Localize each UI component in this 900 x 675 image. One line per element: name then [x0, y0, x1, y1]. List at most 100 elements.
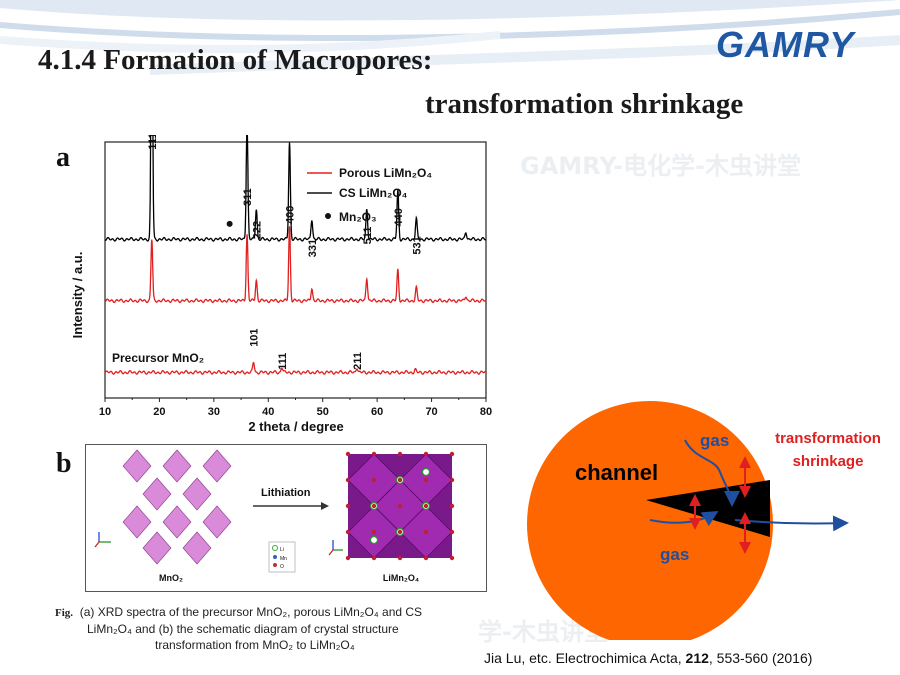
- o-atom: [449, 477, 455, 483]
- axes-glyph-left: [94, 532, 111, 548]
- series-line-2: [104, 361, 486, 375]
- panel-b-label: b: [56, 448, 72, 479]
- y-axis-label: Intensity / a.u.: [70, 252, 85, 339]
- peak-label: 400: [285, 206, 297, 224]
- caption-line3: transformation from MnO₂ to LiMn₂O₄: [155, 638, 355, 652]
- o-atom: [423, 477, 429, 483]
- mn2o3-peak-marker: [226, 220, 233, 227]
- o-atom: [423, 529, 429, 535]
- o-atom: [397, 477, 403, 483]
- reference: Jia Lu, etc. Electrochimica Acta, 212, 5…: [484, 650, 812, 666]
- peak-label: 211: [352, 352, 364, 370]
- figure-caption: Fig. (a) XRD spectra of the precursor Mn…: [55, 604, 495, 653]
- limn2o4-structure: [345, 451, 455, 561]
- o-atom: [345, 555, 351, 561]
- o-atom: [371, 477, 377, 483]
- mno6-octahedron: [122, 449, 152, 483]
- series-line-1: [104, 226, 487, 304]
- o-atom: [345, 451, 351, 457]
- o-atom: [371, 451, 377, 457]
- o-atom: [423, 555, 429, 561]
- reference-volume: 212: [685, 650, 709, 666]
- o-atom: [423, 503, 429, 509]
- slide-title-line1: 4.1.4 Formation of Macropores:: [38, 44, 433, 76]
- o-atom: [371, 503, 377, 509]
- x-tick-label: 10: [99, 406, 111, 418]
- x-axis-label: 2 theta / degree: [248, 419, 343, 434]
- key-mn: Mn: [280, 556, 287, 562]
- series-line-0: [104, 135, 487, 242]
- gas-label-top: gas: [700, 431, 729, 450]
- axes-glyph-right: [328, 540, 343, 556]
- legend-text-cs: CS LiMn₂O₄: [339, 186, 408, 200]
- o-atom: [345, 503, 351, 509]
- peak-label: 311: [242, 188, 254, 206]
- x-tick-label: 80: [480, 406, 492, 418]
- x-tick-label: 60: [371, 406, 383, 418]
- limn2o4-label: LiMn₂O₄: [383, 573, 419, 583]
- mno6-octahedron: [162, 449, 192, 483]
- o-atom: [449, 555, 455, 561]
- o-atom: [371, 529, 377, 535]
- o-atom: [397, 529, 403, 535]
- peak-label: 331: [307, 239, 319, 257]
- mno6-octahedron: [122, 505, 152, 539]
- o-atom: [449, 503, 455, 509]
- o-atom: [397, 451, 403, 457]
- mno6-octahedron: [182, 531, 212, 565]
- peak-label: 222: [251, 221, 263, 239]
- precursor-label: Precursor MnO₂: [112, 351, 204, 365]
- mno2-label: MnO₂: [159, 573, 183, 583]
- xrd-chart: 111 311 222 400 331 511 440 531 101 111 211 10 20 30…: [70, 135, 492, 434]
- mno6-octahedron: [142, 477, 172, 511]
- o-atom: [423, 451, 429, 457]
- channel-label: channel: [575, 460, 658, 485]
- key-li: Li: [280, 547, 284, 553]
- x-tick-label: 70: [425, 406, 437, 418]
- x-tick-label: 20: [153, 406, 165, 418]
- legend-text-porous: Porous LiMn₂O₄: [339, 166, 432, 180]
- caption-line1: (a) XRD spectra of the precursor MnO₂, p…: [79, 605, 423, 619]
- legend-marker-mn2o3: [325, 213, 331, 219]
- panel-a-label: a: [56, 142, 70, 173]
- gas-label-bottom: gas: [660, 545, 689, 564]
- o-atom: [397, 503, 403, 509]
- transformation-label: transformation: [775, 430, 881, 447]
- li-atom: [369, 535, 379, 545]
- caption-prefix: Fig.: [55, 607, 74, 619]
- legend-text-mn2o3: Mn₂O₃: [339, 210, 377, 224]
- mno6-octahedron: [162, 505, 192, 539]
- reference-pre: Jia Lu, etc. Electrochimica Acta,: [484, 650, 686, 666]
- x-tick-label: 50: [317, 406, 329, 418]
- slide-title-line2: transformation shrinkage: [425, 88, 744, 120]
- o-atom: [449, 529, 455, 535]
- mno2-structure: [122, 449, 232, 565]
- mno6-octahedron: [202, 505, 232, 539]
- gas-flow-arrow-bottom: [649, 510, 719, 527]
- o-atom: [397, 555, 403, 561]
- peak-label: 511: [362, 227, 374, 245]
- o-atom: [345, 477, 351, 483]
- peak-label: 111: [277, 353, 289, 370]
- header-swoosh: [0, 0, 900, 75]
- gas-flow-arrow-top: [684, 439, 740, 507]
- o-atom: [449, 451, 455, 457]
- peak-label: 111: [147, 135, 159, 150]
- o-atom: [345, 529, 351, 535]
- x-tick-label: 40: [262, 406, 274, 418]
- crystal-structure-diagram: Lithiation MnO₂ LiMn₂O₄ Li Mn O: [85, 444, 487, 592]
- mno6-octahedron: [142, 531, 172, 565]
- gamry-logo: GAMRY: [716, 24, 855, 65]
- peak-label: 440: [393, 208, 405, 226]
- peak-label: 101: [249, 328, 261, 346]
- x-tick-label: 30: [208, 406, 220, 418]
- li-atom: [421, 467, 431, 477]
- key-o: O: [280, 564, 284, 570]
- watermark-top: GAMRY-电化学-木虫讲堂: [520, 152, 802, 180]
- peak-label: 531: [411, 236, 423, 254]
- mno6-octahedron: [182, 477, 212, 511]
- lithiation-label: Lithiation: [261, 487, 311, 499]
- shrinkage-label: shrinkage: [793, 453, 864, 470]
- caption-line2: LiMn₂O₄ and (b) the schematic diagram of…: [87, 622, 399, 636]
- o-atom: [371, 555, 377, 561]
